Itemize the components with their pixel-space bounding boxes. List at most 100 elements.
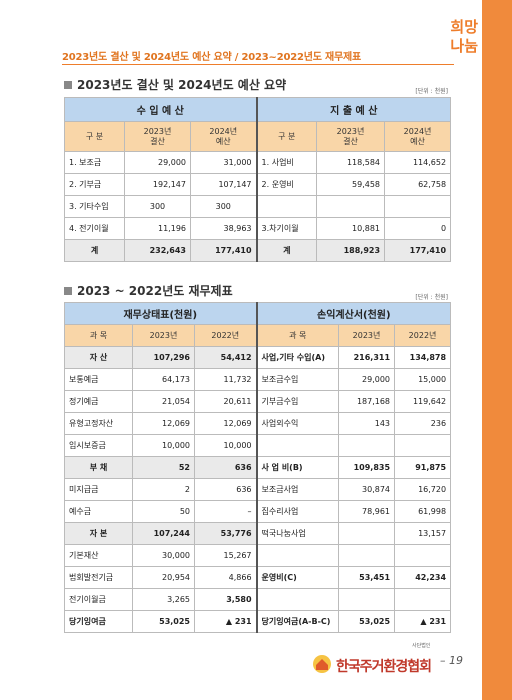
header-divider xyxy=(62,64,454,65)
cell: 예수금 xyxy=(64,500,133,523)
cell: 계 xyxy=(64,239,125,262)
cell: 부 채 xyxy=(64,456,133,479)
cell: 16,720 xyxy=(394,478,452,501)
cell: 4,866 xyxy=(193,566,258,589)
cell: 3.차기이월 xyxy=(255,217,318,240)
cell: 보통예금 xyxy=(64,368,133,391)
cell: 2. 기부금 xyxy=(64,173,125,196)
table-row: 임시보증금 10,000 10,000 xyxy=(64,434,452,457)
col-header: 2023년 결산 xyxy=(316,121,386,152)
cell: 177,410 xyxy=(189,239,258,262)
cell: – xyxy=(193,500,258,523)
col-header: 과 목 xyxy=(255,324,340,347)
cell: 11,732 xyxy=(193,368,258,391)
cell: 300 xyxy=(124,195,191,218)
cell: 114,652 xyxy=(384,151,452,174)
cell: ▲ 231 xyxy=(394,610,452,633)
cell: 29,000 xyxy=(124,151,191,174)
cell xyxy=(394,544,452,567)
cell xyxy=(255,588,340,611)
income-statement-title: 손익계산서(천원) xyxy=(255,302,452,325)
cell: 192,147 xyxy=(124,173,191,196)
cell: 전기이월금 xyxy=(64,588,133,611)
cell xyxy=(338,544,396,567)
cell: 78,961 xyxy=(338,500,396,523)
budget-table: 수 입 예 산 지 출 예 산 구 분 2023년 결산 2024년 예산 구 … xyxy=(63,97,452,262)
org-type-label: 사단법인 xyxy=(412,643,431,649)
cell: 떡국나눔사업 xyxy=(255,522,340,545)
cell: 당기잉여금 xyxy=(64,610,133,633)
cell: 50 xyxy=(132,500,195,523)
cell: ▲ 231 xyxy=(193,610,258,633)
cell: 15,267 xyxy=(193,544,258,567)
cell: 53,025 xyxy=(132,610,195,633)
cell: 3,580 xyxy=(193,588,258,611)
expense-title: 지 출 예 산 xyxy=(255,97,452,122)
cell: 91,875 xyxy=(394,456,452,479)
cell: 20,954 xyxy=(132,566,195,589)
section1-title-text: 2023년도 결산 및 2024년도 예산 요약 xyxy=(77,78,287,92)
cell: 3. 기타수입 xyxy=(64,195,125,218)
cell: 사업,기타 수입(A) xyxy=(255,346,340,369)
col-header: 2023년 결산 xyxy=(124,121,191,152)
table-row: 법회발전기금 20,954 4,866 운영비(C) 53,451 42,234 xyxy=(64,566,452,589)
cell: 20,611 xyxy=(193,390,258,413)
corner-title: 희망 나눔 xyxy=(418,18,478,56)
section2-unit: [단위 : 천원] xyxy=(415,294,448,301)
table-row: 3. 기타수입 300 300 xyxy=(64,195,452,218)
table-row: 보통예금 64,173 11,732 보조금수입 29,000 15,000 xyxy=(64,368,452,391)
cell: 30,874 xyxy=(338,478,396,501)
cell: 2 xyxy=(132,478,195,501)
cell: 134,878 xyxy=(394,346,452,369)
org-name: 한국주거환경협회 xyxy=(336,659,432,675)
cell: 61,998 xyxy=(394,500,452,523)
col-header: 2022년 xyxy=(193,324,258,347)
house-logo-icon xyxy=(313,655,331,673)
cell: 107,244 xyxy=(132,522,195,545)
col-header: 2024년 예산 xyxy=(189,121,258,152)
col-header: 2023년 xyxy=(132,324,195,347)
table-row: 전기이월금 3,265 3,580 xyxy=(64,588,452,611)
cell: 보조금사업 xyxy=(255,478,340,501)
cell: 216,311 xyxy=(338,346,396,369)
cell: 정기예금 xyxy=(64,390,133,413)
cell: 143 xyxy=(338,412,396,435)
cell: 15,000 xyxy=(394,368,452,391)
cell: 31,000 xyxy=(189,151,258,174)
corner-title-line-1: 희망 xyxy=(450,18,478,36)
cell: 53,025 xyxy=(338,610,396,633)
section2-title: 2023 ~ 2022년도 재무제표 xyxy=(64,282,233,299)
income-title: 수 입 예 산 xyxy=(63,97,258,122)
table-row: 기본재산 30,000 15,267 xyxy=(64,544,452,567)
cell: 21,054 xyxy=(132,390,195,413)
cell: 4. 전기이월 xyxy=(64,217,125,240)
table-row: 부 채 52 636 사 업 비(B) 109,835 91,875 xyxy=(64,456,452,479)
cell: 12,069 xyxy=(132,412,195,435)
col-header: 과 목 xyxy=(64,324,133,347)
cell: 기부금수입 xyxy=(255,390,340,413)
cell: 118,584 xyxy=(316,151,386,174)
cell: 177,410 xyxy=(384,239,452,262)
bullet-square-icon xyxy=(64,287,72,295)
col-header: 2022년 xyxy=(394,324,452,347)
cell: 62,758 xyxy=(384,173,452,196)
cell: 법회발전기금 xyxy=(64,566,133,589)
table-row: 정기예금 21,054 20,611 기부금수입 187,168 119,642 xyxy=(64,390,452,413)
cell xyxy=(384,195,452,218)
cell: 사 업 비(B) xyxy=(255,456,340,479)
cell: 12,069 xyxy=(193,412,258,435)
table-row: 자 산 107,296 54,412 사업,기타 수입(A) 216,311 134,87… xyxy=(64,346,452,369)
table-row: 미지급금 2 636 보조금사업 30,874 16,720 xyxy=(64,478,452,501)
cell: 29,000 xyxy=(338,368,396,391)
cell: 187,168 xyxy=(338,390,396,413)
cell: 107,296 xyxy=(132,346,195,369)
bullet-square-icon xyxy=(64,81,72,89)
cell: 1. 사업비 xyxy=(255,151,318,174)
cell: 운영비(C) xyxy=(255,566,340,589)
cell: 107,147 xyxy=(189,173,258,196)
side-color-tab xyxy=(482,0,512,700)
col-header: 2023년 xyxy=(338,324,396,347)
table-row: 유형고정자산 12,069 12,069 사업외수익 143 236 xyxy=(64,412,452,435)
table-row: 예수금 50– 집수리사업 78,961 61,998 xyxy=(64,500,452,523)
page-header: 2023년도 결산 및 2024년도 예산 요약 / 2023~2022년도 재… xyxy=(62,52,362,63)
